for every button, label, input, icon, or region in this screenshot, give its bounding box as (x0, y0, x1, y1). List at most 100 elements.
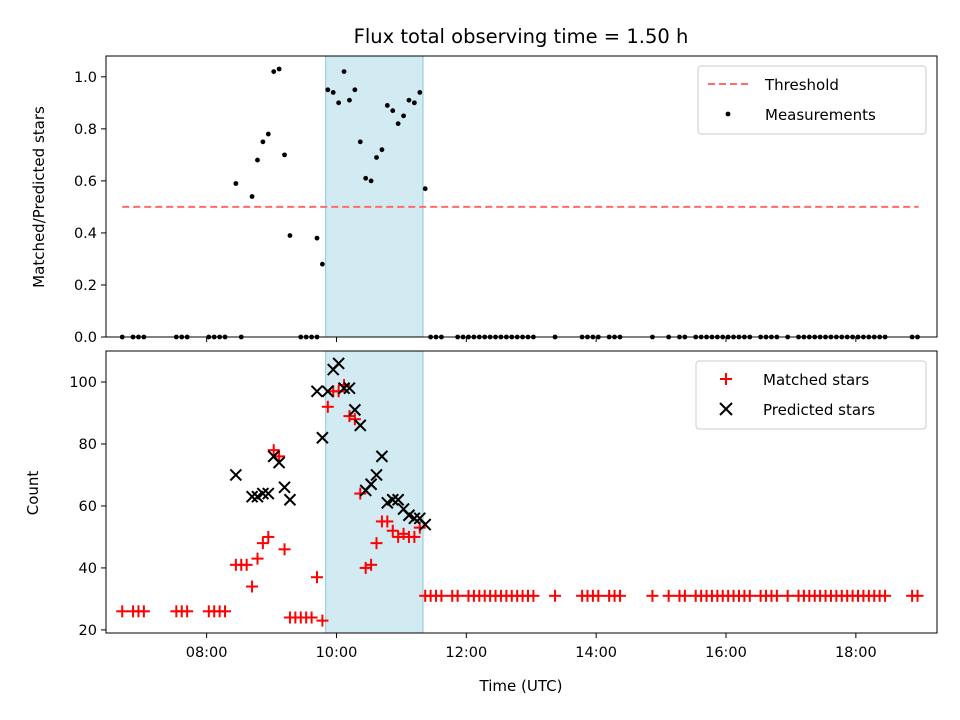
matched-point (305, 611, 318, 624)
shaded-interval-ratio (325, 55, 424, 338)
matched-point (316, 614, 329, 627)
predicted-point (310, 385, 324, 398)
legend-box-count (695, 360, 927, 430)
predicted-point (370, 468, 383, 482)
predicted-point (343, 381, 356, 395)
predicted-point (364, 478, 378, 491)
matched-point (381, 515, 394, 528)
x-tick-label-count: 18:00 (835, 645, 877, 661)
measurement-point (368, 178, 374, 184)
y-tick-label-ratio: 0.4 (74, 226, 97, 242)
legend-matched-label: Matched stars (763, 371, 869, 389)
measurement-point (395, 121, 401, 127)
y-tick-label-ratio: 0.0 (74, 330, 97, 346)
matched-point (240, 558, 253, 571)
measurement-point (271, 69, 277, 75)
matched-point (365, 558, 378, 571)
predicted-point (337, 381, 351, 395)
predicted-point (283, 493, 297, 506)
y-tick-label-count: 20 (79, 623, 97, 639)
axes-frame-ratio (105, 55, 938, 338)
matched-point (354, 487, 367, 500)
matched-point (743, 589, 756, 602)
y-tick-label-ratio: 0.6 (74, 174, 97, 190)
shaded-band-ratio (325, 55, 424, 338)
x-tick-label-count: 16:00 (705, 645, 747, 661)
x-tick-label-count: 14:00 (575, 645, 617, 661)
matched-point (451, 589, 464, 602)
legend-predicted-swatch (719, 402, 733, 416)
measurement-point (401, 113, 406, 119)
legend-measurements-label: Measurements (765, 106, 876, 124)
measurement-point (422, 186, 428, 192)
x-axis-label: Time (UTC) (479, 677, 563, 695)
measurement-point (320, 261, 325, 267)
measurement-point (314, 235, 320, 241)
matched-point (251, 552, 264, 565)
matched-point (781, 589, 794, 602)
matched-point (137, 605, 150, 618)
matched-point (527, 589, 540, 602)
matched-point (435, 589, 448, 602)
predicted-point (321, 385, 335, 398)
y-tick-label-count: 80 (79, 437, 97, 453)
x-tick-label-count: 10:00 (316, 645, 358, 661)
panel-count: 20 40 60 80 100 08:00 10:00 12:00 14:00 16:00 18:0… (24, 350, 938, 695)
predicted-point (386, 493, 399, 506)
shaded-band-count (325, 350, 424, 634)
matched-point (219, 605, 232, 618)
predicted-point (375, 450, 389, 463)
matched-point (332, 385, 345, 398)
y-axis-label-ratio: Matched/Predicted stars (30, 106, 48, 288)
series-measurements (119, 66, 920, 340)
predicted-point (332, 357, 345, 370)
predicted-point (245, 490, 259, 503)
legend-matched-swatch (720, 373, 732, 385)
matched-point (262, 530, 275, 543)
y-axis-label-count: Count (24, 471, 42, 516)
shaded-interval-count (325, 350, 424, 634)
measurement-point (406, 97, 412, 103)
matched-point (278, 543, 291, 556)
matched-point (678, 589, 691, 602)
matched-point (116, 605, 129, 618)
legend-measurements-swatch (725, 111, 731, 117)
predicted-point (348, 403, 362, 417)
measurement-point (417, 90, 423, 95)
measurement-point (384, 103, 390, 108)
matched-point (370, 537, 383, 550)
measurement-point (260, 139, 266, 145)
measurement-point (390, 108, 396, 114)
predicted-point (262, 487, 275, 500)
matched-point (246, 580, 259, 593)
y-tick-label-ratio: 0.8 (74, 122, 97, 138)
matched-point (549, 589, 562, 602)
measurement-point (276, 66, 282, 72)
matched-point (408, 530, 421, 543)
series-matched (116, 379, 924, 627)
y-tick-label-count: 100 (69, 375, 97, 391)
measurement-point (330, 90, 336, 95)
predicted-point (278, 481, 291, 494)
grid-ticks-count: 20 40 60 80 100 08:00 10:00 12:00 14:00 16:00 18:0… (69, 375, 876, 661)
matched-point (267, 444, 280, 457)
measurement-point (379, 147, 385, 153)
predicted-point (418, 518, 432, 531)
matched-point (181, 605, 194, 618)
measurement-point (341, 69, 347, 75)
y-tick-label-count: 60 (79, 499, 97, 515)
predicted-point (229, 468, 243, 482)
measurement-point (287, 233, 293, 238)
series-predicted (229, 357, 432, 531)
panel-ratio: 0.0 0.2 0.4 0.6 0.8 1.0 Matched/Predicted sta… (30, 55, 938, 346)
matched-point (662, 589, 675, 602)
axes-frame-count (105, 350, 938, 634)
predicted-point (272, 456, 286, 469)
matched-point (646, 589, 659, 602)
measurement-point (411, 100, 417, 106)
measurement-point (347, 97, 352, 103)
measurement-point (363, 175, 369, 181)
legend-predicted-label: Predicted stars (763, 401, 875, 419)
x-tick-label-count: 08:00 (186, 645, 228, 661)
matched-point (386, 524, 399, 537)
